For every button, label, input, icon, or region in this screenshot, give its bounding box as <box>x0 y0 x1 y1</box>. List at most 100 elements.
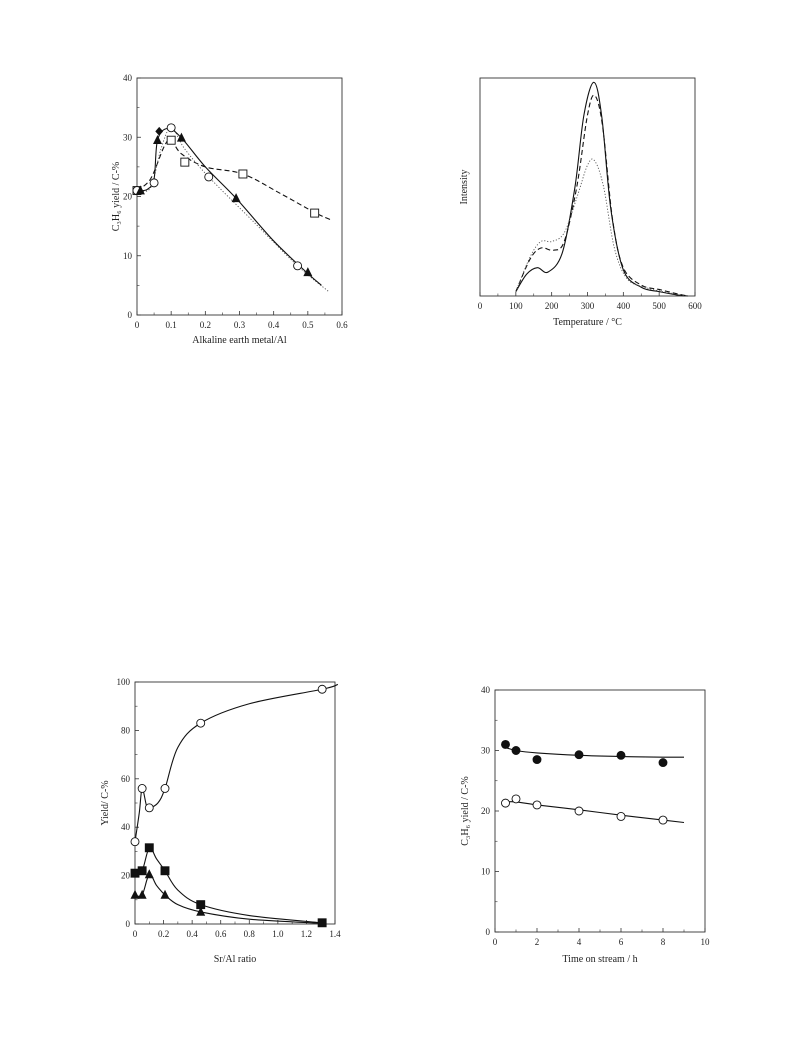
data-point-series-2 <box>160 866 170 876</box>
data-point-series-3 <box>144 869 154 879</box>
x-tick-label: 0.1 <box>166 320 177 330</box>
data-point-series-2 <box>616 811 626 821</box>
x-tick-label: 0 <box>133 929 138 939</box>
x-tick-label: 0.4 <box>187 929 199 939</box>
series-line-3 <box>515 158 688 297</box>
y-tick-label: 40 <box>123 73 133 83</box>
data-point-series-3 <box>176 132 186 142</box>
y-tick-label: 20 <box>481 806 491 816</box>
data-point-series-3 <box>303 267 313 277</box>
data-point-series-2 <box>574 806 584 816</box>
data-point-series-1 <box>144 803 154 813</box>
data-point-series-1 <box>574 750 584 760</box>
data-point-series-3 <box>137 889 147 899</box>
x-tick-label: 0.2 <box>158 929 169 939</box>
y-tick-label: 80 <box>121 725 131 735</box>
data-point-series-1 <box>180 157 190 167</box>
x-tick-label: 0 <box>135 320 140 330</box>
data-point-series-1 <box>196 718 206 728</box>
x-tick-label: 8 <box>661 937 666 947</box>
data-point-series-2 <box>149 178 159 188</box>
x-tick-label: 0.6 <box>215 929 227 939</box>
series-line-1 <box>515 81 688 297</box>
y-axis-label: C₃H₆ yield / C-% <box>460 776 471 845</box>
data-point-series-2 <box>532 800 542 810</box>
data-point-series-1 <box>501 739 510 749</box>
data-point-series-2 <box>501 798 510 808</box>
x-tick-label: 6 <box>619 937 624 947</box>
x-tick-label: 4 <box>577 937 582 947</box>
data-point-series-1 <box>130 837 140 847</box>
data-point-series-3 <box>135 185 145 195</box>
plot-frame <box>479 77 696 297</box>
data-point-series-3 <box>231 193 241 203</box>
x-axis-label: Time on stream / h <box>562 954 637 965</box>
data-point-series-4 <box>155 126 164 136</box>
data-point-series-1 <box>137 784 147 793</box>
x-tick-label: 1.2 <box>301 929 312 939</box>
x-tick-label: 2 <box>535 937 540 947</box>
series-line-1 <box>505 746 685 758</box>
data-point-series-2 <box>166 123 176 133</box>
y-axis-label: C₃H₆ yield / C-% <box>111 162 122 231</box>
x-tick-label: 0.5 <box>302 320 314 330</box>
x-tick-label: 0 <box>493 937 498 947</box>
data-point-series-3 <box>160 889 170 899</box>
y-tick-label: 20 <box>121 871 131 881</box>
data-point-series-2 <box>511 794 521 804</box>
series-line-1 <box>134 683 339 842</box>
y-tick-label: 10 <box>481 867 491 877</box>
y-tick-label: 10 <box>123 251 133 261</box>
y-tick-label: 30 <box>481 746 491 756</box>
data-point-series-1 <box>616 750 626 760</box>
y-tick-label: 0 <box>128 310 133 320</box>
x-tick-label: 0 <box>478 301 483 311</box>
x-tick-label: 0.6 <box>336 320 348 330</box>
chart-yield-vs-sr-al-ratio: 0 0.2 0.4 0.6 0.8 1.0 1.2 1.4 0 20 40 60 80 100 Sr/Al … <box>100 677 341 965</box>
x-tick-label: 0.2 <box>200 320 211 330</box>
data-point-series-2 <box>317 918 327 928</box>
data-point-series-1 <box>532 755 542 765</box>
data-point-series-3 <box>153 135 162 145</box>
data-point-series-2 <box>144 843 154 853</box>
series-line-2 <box>134 846 323 924</box>
y-tick-label: 0 <box>126 919 131 929</box>
x-tick-label: 1.0 <box>272 929 284 939</box>
y-axis-label: Yield/ C-% <box>100 780 111 825</box>
x-axis-label: Sr/Al ratio <box>214 954 257 965</box>
x-tick-label: 0.8 <box>244 929 256 939</box>
plot-frame <box>136 77 343 316</box>
data-point-series-1 <box>166 135 176 145</box>
y-tick-label: 40 <box>121 822 131 832</box>
series-line-2 <box>515 94 688 297</box>
x-tick-label: 300 <box>581 301 595 311</box>
data-point-series-1 <box>317 684 327 694</box>
data-point-series-2 <box>137 866 147 876</box>
data-point-series-3 <box>130 889 140 899</box>
x-axis-label: Temperature / °C <box>553 317 622 328</box>
x-tick-label: 100 <box>509 301 523 311</box>
x-tick-label: 0.3 <box>234 320 246 330</box>
y-tick-label: 60 <box>121 774 131 784</box>
x-tick-label: 400 <box>617 301 631 311</box>
x-tick-label: 600 <box>688 301 702 311</box>
y-tick-label: 40 <box>481 685 491 695</box>
x-tick-label: 200 <box>545 301 559 311</box>
y-tick-label: 30 <box>123 132 133 142</box>
y-axis-label: Intensity <box>459 170 470 205</box>
data-point-series-2 <box>658 815 668 825</box>
data-point-series-1 <box>658 758 668 768</box>
data-point-series-1 <box>160 784 170 793</box>
chart-yield-vs-time-on-stream: 0 2 4 6 8 10 0 10 20 30 40 Time on stream / h C₃H₆ y… <box>460 685 711 965</box>
plot-frame <box>494 689 706 933</box>
series-line-1 <box>136 139 332 221</box>
data-point-series-2 <box>204 172 214 182</box>
data-point-series-1 <box>511 746 521 755</box>
series-line-2 <box>505 801 685 824</box>
data-point-series-3 <box>196 906 206 916</box>
data-point-series-1 <box>238 169 248 179</box>
chart-yield-vs-alkaline-earth-metal: 0 0.1 0.2 0.3 0.4 0.5 0.6 0 10 20 30 40 Alkaline ear… <box>111 73 348 346</box>
x-axis-label: Alkaline earth metal/Al <box>192 335 287 346</box>
x-tick-label: 10 <box>701 937 711 947</box>
x-tick-label: 500 <box>652 301 666 311</box>
